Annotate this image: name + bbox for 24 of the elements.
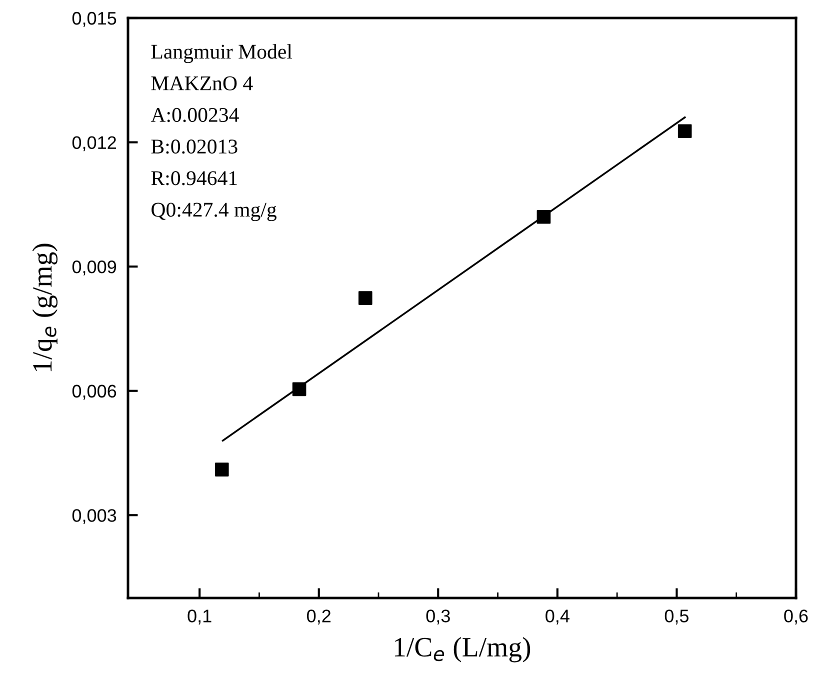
annotation: B:0.02013 <box>151 140 238 154</box>
y-tick-label: 0,009 <box>72 260 116 276</box>
annotation: A:0.00234 <box>150 108 239 122</box>
point <box>292 382 306 396</box>
x-tick-label: 0,1 <box>188 610 212 625</box>
point <box>678 124 692 138</box>
x-axis-title: 1/C$_{e}$ (L/mg) <box>395 637 530 662</box>
point <box>358 291 372 305</box>
annotation: Langmuir Model <box>151 44 292 64</box>
x-tick-label: 0,6 <box>784 610 808 625</box>
x-tick-label: 0,2 <box>307 610 330 625</box>
x-tick-label: 0,5 <box>664 610 689 625</box>
x-tick-label: 0,3 <box>426 610 450 625</box>
point <box>536 210 551 224</box>
point <box>214 462 229 476</box>
y-tick-label: 0,015 <box>72 12 116 27</box>
y-axis-title: 1/q$_{e}$ (g/mg) <box>32 244 58 372</box>
y-tick-label: 0,006 <box>72 384 116 400</box>
annotation: Q0:427.4 mg/g <box>152 202 276 222</box>
annotation: MAKZnO 4 <box>151 76 253 90</box>
y-tick-label: 0,003 <box>72 509 116 524</box>
y-tick-label: 0,012 <box>72 136 116 152</box>
x-tick-label: 0,4 <box>546 610 570 625</box>
annotation: R:0.94641 <box>151 171 237 186</box>
